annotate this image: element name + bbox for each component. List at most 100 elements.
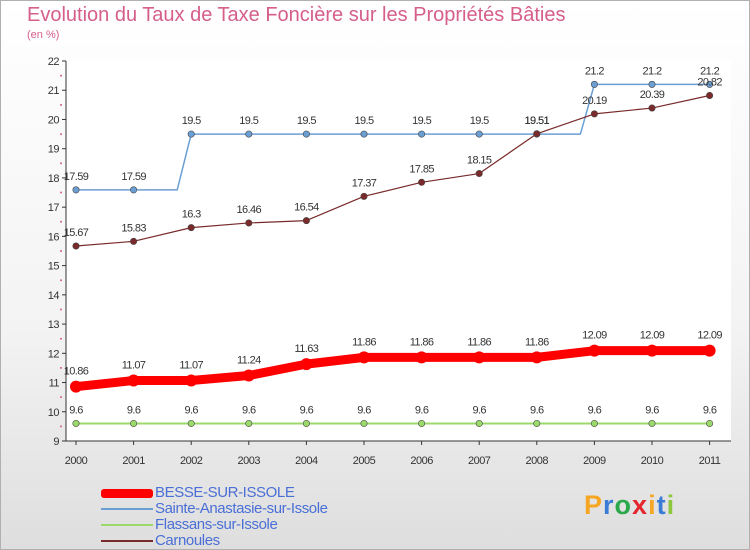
- logo-letter: P: [584, 490, 604, 520]
- data-label: 19.51: [525, 115, 550, 127]
- data-point: [533, 130, 541, 138]
- data-label: 9.6: [357, 404, 371, 416]
- data-point: [245, 130, 253, 138]
- data-label: 9.6: [530, 404, 544, 416]
- data-label: 11.07: [122, 359, 146, 371]
- data-point: [473, 351, 486, 364]
- data-label: 9.6: [645, 404, 659, 416]
- data-label: 17.85: [409, 163, 434, 175]
- y-tick-label: 14: [48, 290, 60, 302]
- y-minor-tick: [60, 396, 62, 399]
- data-label: 16.46: [237, 204, 262, 216]
- data-label: 20.19: [582, 95, 607, 107]
- data-point: [130, 237, 138, 245]
- x-tick-label: 2005: [353, 455, 376, 467]
- data-point: [300, 358, 313, 371]
- data-label: 9.6: [472, 404, 486, 416]
- data-label: 9.6: [703, 404, 717, 416]
- data-label: 10.86: [64, 366, 89, 378]
- x-tick-label: 2011: [699, 455, 721, 467]
- data-point: [590, 110, 598, 118]
- legend-label-sainte-anastasie: Sainte-Anastasie-sur-Issole: [155, 500, 328, 517]
- y-minor-tick: [60, 220, 62, 223]
- legend-swatch-sainte-anastasie: [101, 508, 153, 510]
- legend-item-carnoules: Carnoules: [101, 532, 381, 549]
- data-point: [185, 374, 198, 387]
- proxiti-logo: Proxiti: [584, 490, 675, 521]
- y-minor-tick: [60, 250, 62, 252]
- logo-letter: o: [614, 490, 633, 520]
- data-label: 11.63: [295, 343, 319, 355]
- data-point: [415, 351, 428, 364]
- y-tick-label: 11: [49, 378, 60, 390]
- logo-letter: r: [603, 490, 615, 520]
- y-tick-label: 16: [48, 231, 60, 243]
- y-minor-tick: [60, 133, 62, 136]
- data-point: [706, 80, 714, 88]
- data-point: [72, 186, 80, 194]
- data-label: 19.5: [297, 115, 316, 127]
- y-tick-label: 9: [53, 436, 59, 448]
- data-label: 11.86: [410, 336, 434, 348]
- y-tick-label: 10: [48, 407, 60, 419]
- series-line-0: [71, 346, 715, 392]
- data-label: 19.5: [412, 115, 431, 127]
- x-tick-label: 2010: [641, 455, 664, 467]
- data-point: [530, 351, 543, 364]
- data-point: [245, 419, 253, 427]
- y-minor-tick: [60, 337, 62, 340]
- y-tick-label: 18: [48, 173, 60, 185]
- legend-swatch-carnoules: [101, 540, 153, 542]
- legend: BESSE-SUR-ISSOLE Sainte-Anastasie-sur-Is…: [101, 484, 381, 549]
- chart-title: Evolution du Taux de Taxe Foncière sur l…: [27, 4, 566, 26]
- data-point: [127, 374, 140, 387]
- y-minor-tick: [60, 74, 62, 77]
- data-point: [418, 130, 426, 138]
- data-point: [533, 419, 541, 427]
- logo-letter: i: [648, 490, 657, 520]
- data-point: [475, 419, 483, 427]
- data-label: 11.86: [467, 336, 491, 348]
- series-line-3: [75, 94, 711, 247]
- legend-label-besse: BESSE-SUR-ISSOLE: [155, 484, 295, 501]
- data-point: [703, 344, 716, 357]
- legend-label-carnoules: Carnoules: [155, 532, 220, 549]
- data-label: 15.67: [64, 227, 89, 239]
- data-label: 21.2: [700, 65, 719, 77]
- legend-label-flassans: Flassans-sur-Issole: [155, 516, 278, 533]
- data-point: [646, 344, 658, 357]
- data-label: 12.09: [582, 330, 607, 342]
- data-label: 11.07: [179, 359, 203, 371]
- y-tick-label: 20: [48, 114, 60, 126]
- legend-item-besse: BESSE-SUR-ISSOLE: [101, 484, 381, 501]
- unit-label: (en %): [27, 29, 60, 41]
- data-point: [72, 242, 80, 250]
- series-line-1: [75, 83, 711, 191]
- data-label: 19.5: [239, 115, 258, 127]
- data-label: 9.6: [242, 404, 256, 416]
- data-label: 9.6: [69, 404, 83, 416]
- data-point: [706, 91, 714, 99]
- x-tick-label: 2009: [583, 455, 606, 467]
- data-point: [360, 419, 368, 427]
- data-label: 11.86: [352, 336, 376, 348]
- data-point: [590, 80, 598, 88]
- data-point: [72, 419, 80, 427]
- x-tick-label: 2001: [122, 455, 145, 467]
- y-minor-tick: [60, 191, 62, 194]
- data-label: 21.2: [642, 65, 661, 77]
- y-minor-tick: [60, 425, 62, 428]
- data-label: 19.5: [182, 115, 201, 127]
- logo-letter: t: [656, 490, 667, 520]
- data-label: 21.2: [585, 65, 604, 77]
- x-tick-label: 2003: [238, 455, 261, 467]
- data-point: [360, 192, 368, 200]
- data-point: [242, 369, 255, 382]
- y-minor-tick: [60, 279, 62, 282]
- data-label: 9.6: [588, 404, 602, 416]
- x-tick-label: 2000: [65, 455, 88, 467]
- data-label: 19.51: [525, 115, 550, 127]
- data-label: 17.37: [352, 177, 377, 189]
- y-tick-label: 21: [48, 85, 60, 97]
- x-tick-label: 2006: [410, 455, 433, 467]
